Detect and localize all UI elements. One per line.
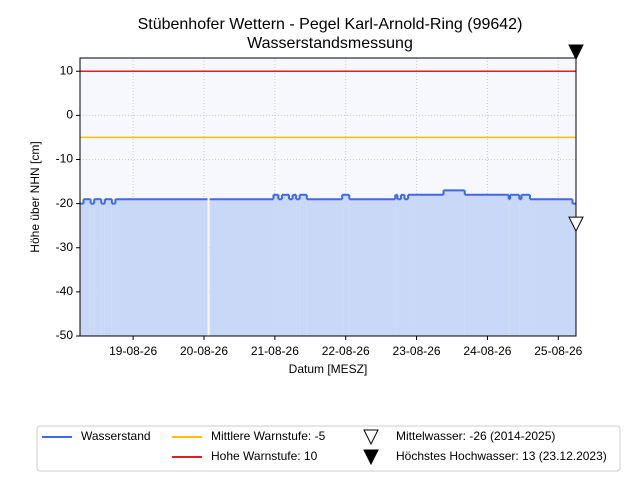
area-segment <box>289 199 293 336</box>
area-segment <box>349 199 396 336</box>
area-segment <box>395 194 398 336</box>
area-segment <box>111 203 116 336</box>
area-segment <box>299 194 307 336</box>
x-tick-label: 25-08-26 <box>534 344 582 358</box>
area-segment <box>273 194 279 336</box>
chart-title: Stübenhofer Wettern - Pegel Karl-Arnold-… <box>138 16 523 33</box>
y-tick-label: 10 <box>60 63 74 77</box>
y-tick-label: -10 <box>56 152 74 166</box>
chart-subtitle: Wasserstandsmessung <box>247 35 413 52</box>
x-tick-label: 20-08-26 <box>180 344 228 358</box>
x-tick-label: 24-08-26 <box>463 344 511 358</box>
area-segment <box>510 194 520 336</box>
legend-label: Höchstes Hochwasser: 13 (23.12.2023) <box>396 449 607 463</box>
level-marker <box>568 216 584 233</box>
legend-label: Mittelwasser: -26 (2014-2025) <box>396 429 555 443</box>
area-segment <box>342 194 350 336</box>
area-segment <box>104 199 112 336</box>
area-segment <box>94 199 102 336</box>
area-segment <box>508 199 511 336</box>
x-axis-label: Datum [MESZ] <box>289 362 368 376</box>
area-segment <box>278 199 282 336</box>
legend-label: Hohe Warnstufe: 10 <box>211 449 318 463</box>
legend-marker <box>363 429 379 446</box>
area-segment <box>464 194 509 336</box>
x-tick-label: 21-08-26 <box>251 344 299 358</box>
y-tick-label: -50 <box>56 328 74 342</box>
area-segment <box>115 199 208 336</box>
y-tick-label: -20 <box>56 196 74 210</box>
area-segment <box>90 203 95 336</box>
x-tick-label: 19-08-26 <box>109 344 157 358</box>
legend-label: Mittlere Warnstufe: -5 <box>211 429 326 443</box>
area-segment <box>397 199 401 336</box>
area-segment <box>519 199 522 336</box>
area-segment <box>292 194 297 336</box>
y-tick-label: -30 <box>56 240 74 254</box>
legend-marker <box>363 449 379 466</box>
area-segment <box>296 199 300 336</box>
y-tick-label: 0 <box>66 108 73 122</box>
area-segment <box>306 199 343 336</box>
x-tick-label: 23-08-26 <box>393 344 441 358</box>
level-marker <box>568 44 584 61</box>
x-tick-label: 22-08-26 <box>322 344 370 358</box>
area-segment <box>101 203 105 336</box>
area-segment <box>281 194 290 336</box>
plot-frame <box>79 57 577 337</box>
area-segment <box>404 199 409 336</box>
area-segment <box>209 199 274 336</box>
area-segment <box>521 194 530 336</box>
area-segment <box>400 194 405 336</box>
legend-label: Wasserstand <box>81 429 151 443</box>
area-segment <box>572 203 576 336</box>
area-segment <box>408 194 444 336</box>
y-axis-label: Höhe über NHN [cm] <box>28 141 42 252</box>
area-segment <box>529 199 573 336</box>
area-segment <box>443 190 465 336</box>
area-segment <box>80 203 84 336</box>
area-segment <box>83 199 91 336</box>
y-tick-label: -40 <box>56 284 74 298</box>
